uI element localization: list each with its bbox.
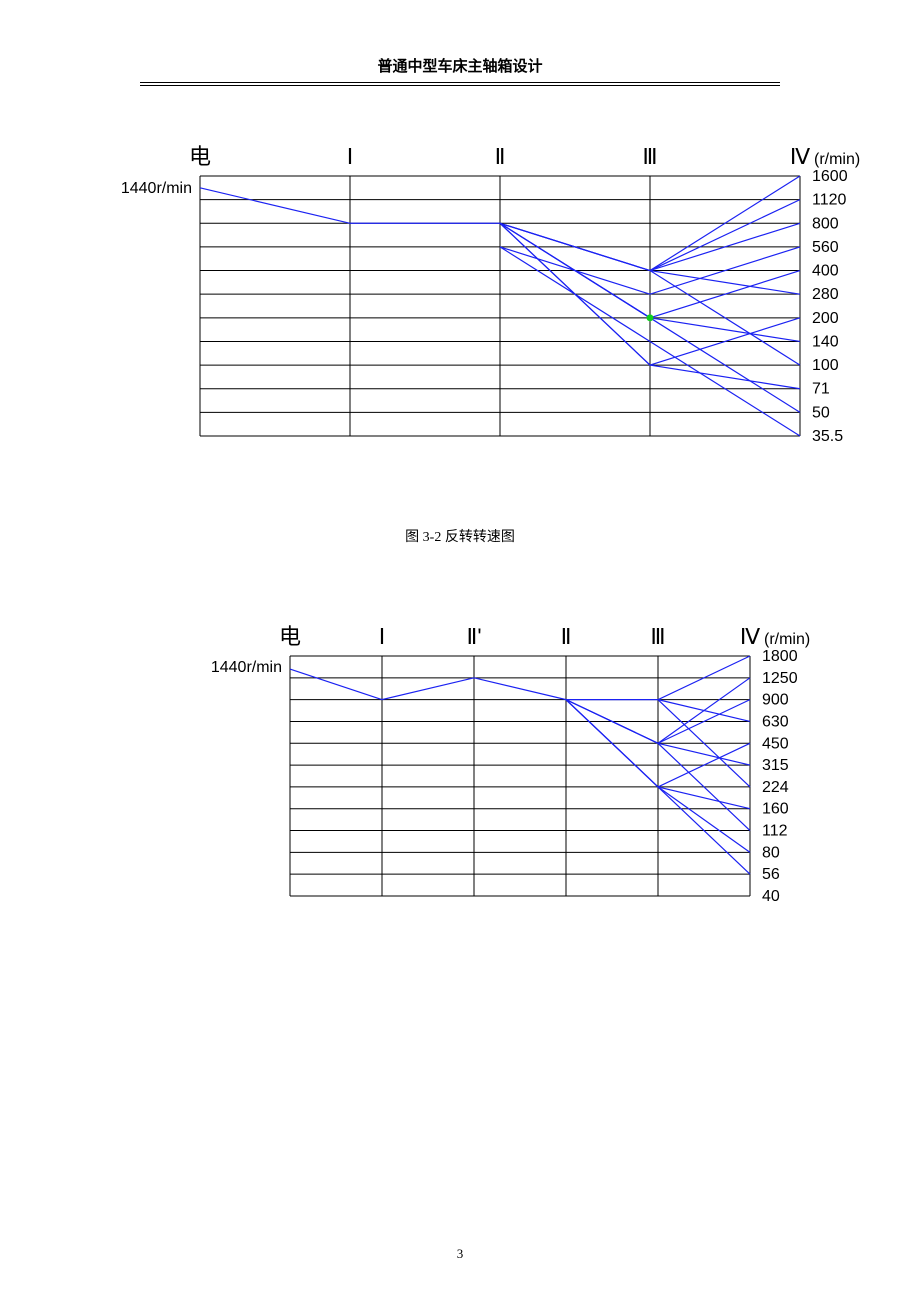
- svg-text:224: 224: [762, 779, 789, 796]
- svg-text:140: 140: [812, 333, 839, 350]
- svg-text:(r/min): (r/min): [764, 631, 810, 648]
- svg-text:Ⅱ: Ⅱ: [561, 624, 572, 649]
- svg-text:900: 900: [762, 692, 789, 709]
- svg-text:1440r/min: 1440r/min: [121, 180, 192, 197]
- svg-text:315: 315: [762, 757, 789, 774]
- svg-text:1600: 1600: [812, 168, 848, 185]
- svg-text:1250: 1250: [762, 670, 798, 687]
- svg-text:112: 112: [762, 823, 788, 840]
- svg-text:1440r/min: 1440r/min: [211, 659, 282, 676]
- svg-text:Ⅱ: Ⅱ: [495, 144, 506, 169]
- svg-text:电: 电: [279, 624, 301, 649]
- header-rule-1: [140, 82, 780, 83]
- figure-caption: 图 3-2 反转转速图: [0, 526, 920, 546]
- svg-text:Ⅰ: Ⅰ: [379, 624, 386, 649]
- svg-text:200: 200: [812, 310, 839, 327]
- svg-text:50: 50: [812, 404, 830, 421]
- svg-text:80: 80: [762, 844, 780, 861]
- svg-text:450: 450: [762, 735, 789, 752]
- speed-diagram-bottom: 电 Ⅰ Ⅱ' Ⅱ Ⅲ Ⅳ(r/min)1800 1250 900 630 450 315 224 160…: [110, 606, 810, 926]
- svg-text:160: 160: [762, 801, 789, 818]
- svg-text:71: 71: [812, 381, 830, 398]
- svg-text:56: 56: [762, 866, 780, 883]
- svg-text:Ⅳ: Ⅳ: [790, 144, 811, 169]
- svg-text:40: 40: [762, 888, 780, 905]
- header-rule-2: [140, 85, 780, 86]
- svg-text:Ⅰ: Ⅰ: [347, 144, 354, 169]
- svg-text:Ⅲ: Ⅲ: [642, 144, 657, 169]
- svg-text:280: 280: [812, 286, 839, 303]
- svg-text:800: 800: [812, 215, 839, 232]
- svg-text:630: 630: [762, 713, 789, 730]
- page-header: 普通中型车床主轴箱设计: [0, 0, 920, 76]
- speed-diagram-top: 电 Ⅰ Ⅱ Ⅲ Ⅳ(r/min)1600 1120 800 560 400 280 200 140 10…: [50, 126, 870, 466]
- page-number: 3: [0, 1246, 920, 1262]
- svg-text:Ⅲ: Ⅲ: [650, 624, 665, 649]
- svg-text:1800: 1800: [762, 648, 798, 665]
- svg-text:Ⅱ': Ⅱ': [466, 624, 481, 649]
- svg-text:(r/min): (r/min): [814, 151, 860, 168]
- svg-text:电: 电: [189, 144, 211, 169]
- svg-text:35.5: 35.5: [812, 428, 843, 445]
- svg-text:400: 400: [812, 263, 839, 280]
- svg-text:100: 100: [812, 357, 839, 374]
- svg-text:Ⅳ: Ⅳ: [740, 624, 761, 649]
- svg-text:560: 560: [812, 239, 839, 256]
- svg-text:1120: 1120: [812, 192, 847, 209]
